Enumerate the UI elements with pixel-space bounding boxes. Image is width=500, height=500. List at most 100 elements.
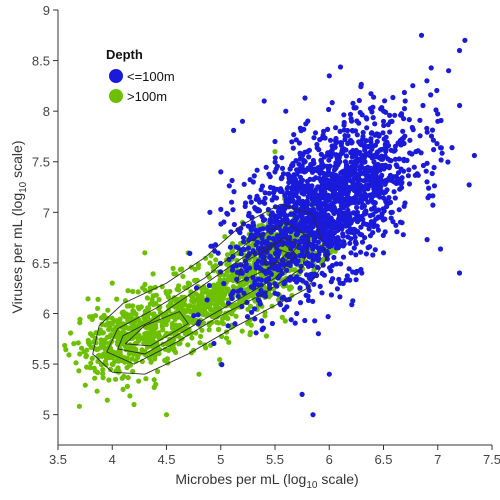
data-point-deep (165, 294, 172, 300)
data-point-shallow (271, 190, 277, 196)
data-point-shallow (358, 81, 364, 87)
data-point-deep (174, 286, 180, 292)
data-point-shallow (439, 150, 445, 156)
data-point-deep (263, 333, 269, 339)
data-point-shallow (235, 293, 241, 299)
data-point-shallow (358, 249, 364, 255)
data-point-shallow (298, 186, 304, 192)
data-point-shallow (446, 68, 452, 74)
data-point-shallow (311, 238, 317, 244)
data-point-shallow (285, 262, 292, 268)
data-point-deep (192, 277, 198, 284)
data-point-shallow (336, 160, 342, 166)
data-point-deep (170, 325, 177, 331)
data-point-shallow (337, 128, 343, 134)
data-point-shallow (328, 149, 334, 155)
data-point-shallow (371, 204, 377, 210)
data-point-shallow (317, 283, 323, 289)
data-point-shallow (325, 224, 331, 230)
data-point-shallow (420, 102, 426, 109)
data-point-shallow (374, 149, 380, 155)
data-point-deep (156, 297, 162, 303)
data-point-shallow (399, 175, 405, 181)
x-tick-label: 5 (217, 452, 224, 467)
data-point-deep (139, 320, 146, 326)
data-point-deep (100, 375, 106, 381)
data-point-shallow (430, 137, 436, 143)
data-point-deep (223, 335, 230, 341)
x-tick-label: 7 (434, 452, 441, 467)
data-point-shallow (207, 209, 213, 215)
data-point-shallow (357, 167, 363, 173)
data-point-deep (199, 327, 205, 333)
data-point-shallow (279, 155, 285, 161)
data-point-shallow (272, 159, 278, 165)
data-point-shallow (370, 115, 376, 121)
data-point-deep (95, 305, 101, 311)
data-point-deep (320, 257, 326, 263)
data-point-shallow (310, 223, 316, 230)
data-point-deep (153, 300, 159, 306)
data-point-shallow (272, 281, 278, 287)
data-point-shallow (313, 231, 319, 237)
data-point-deep (120, 329, 126, 335)
y-tick-label: 6.5 (32, 256, 50, 271)
data-point-shallow (399, 179, 405, 185)
data-point-shallow (231, 189, 237, 195)
data-point-shallow (382, 98, 388, 104)
data-point-shallow (348, 116, 354, 122)
x-axis-title: Microbes per mL (log10 scale) (175, 471, 358, 491)
data-point-shallow (304, 260, 311, 266)
data-point-shallow (343, 169, 349, 175)
data-point-shallow (428, 133, 435, 139)
data-point-shallow (315, 264, 321, 270)
data-point-shallow (218, 206, 224, 212)
data-point-shallow (341, 127, 347, 133)
data-point-deep (127, 344, 133, 350)
y-axis-title: Viruses per mL (log10 scale) (9, 141, 29, 314)
data-point-deep (224, 288, 230, 294)
data-point-shallow (363, 171, 369, 177)
data-point-deep (218, 300, 225, 306)
data-point-deep (95, 353, 101, 359)
data-point-shallow (351, 175, 357, 182)
data-point-shallow (320, 132, 326, 138)
data-point-deep (142, 331, 148, 337)
data-point-shallow (249, 309, 255, 315)
x-tick-label: 7.5 (483, 452, 500, 467)
data-point-shallow (276, 205, 282, 211)
data-point-shallow (381, 122, 387, 129)
data-point-shallow (326, 179, 332, 185)
data-point-shallow (404, 157, 410, 163)
data-point-shallow (338, 142, 344, 148)
data-point-shallow (215, 250, 221, 256)
data-point-deep (177, 322, 183, 328)
data-point-deep (66, 352, 72, 358)
data-point-deep (190, 320, 196, 326)
data-point-shallow (340, 254, 347, 260)
data-point-shallow (340, 233, 346, 239)
data-point-shallow (346, 188, 352, 194)
data-point-shallow (305, 206, 311, 213)
data-point-shallow (372, 247, 378, 253)
data-point-deep (98, 315, 104, 321)
data-point-deep (192, 307, 198, 313)
data-point-shallow (318, 158, 324, 164)
data-point-shallow (348, 199, 354, 205)
data-point-shallow (354, 204, 360, 211)
data-point-deep (214, 292, 220, 298)
data-point-shallow (354, 118, 360, 124)
data-point-deep (109, 361, 115, 367)
data-point-shallow (353, 270, 359, 276)
data-point-deep (217, 357, 223, 363)
x-tick-label: 4 (109, 452, 116, 467)
data-point-deep (231, 272, 237, 278)
data-point-shallow (372, 185, 378, 191)
data-point-shallow (297, 300, 304, 306)
data-point-shallow (381, 136, 387, 142)
data-point-shallow (377, 186, 383, 192)
data-point-shallow (218, 169, 224, 175)
data-point-deep (162, 346, 168, 352)
data-point-deep (207, 260, 213, 266)
data-point-shallow (349, 218, 355, 224)
